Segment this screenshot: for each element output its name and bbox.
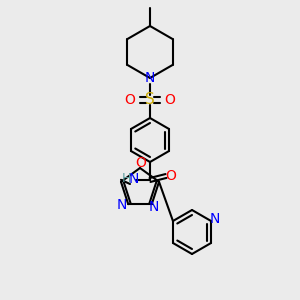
Text: N: N (129, 172, 139, 186)
Text: O: O (136, 156, 146, 170)
Text: N: N (145, 71, 155, 85)
Text: O: O (165, 93, 176, 107)
Text: H: H (121, 172, 131, 185)
Text: O: O (166, 169, 176, 183)
Text: N: N (117, 198, 128, 212)
Text: N: N (148, 200, 159, 214)
Text: O: O (124, 93, 135, 107)
Text: N: N (210, 212, 220, 226)
Text: S: S (145, 92, 155, 107)
